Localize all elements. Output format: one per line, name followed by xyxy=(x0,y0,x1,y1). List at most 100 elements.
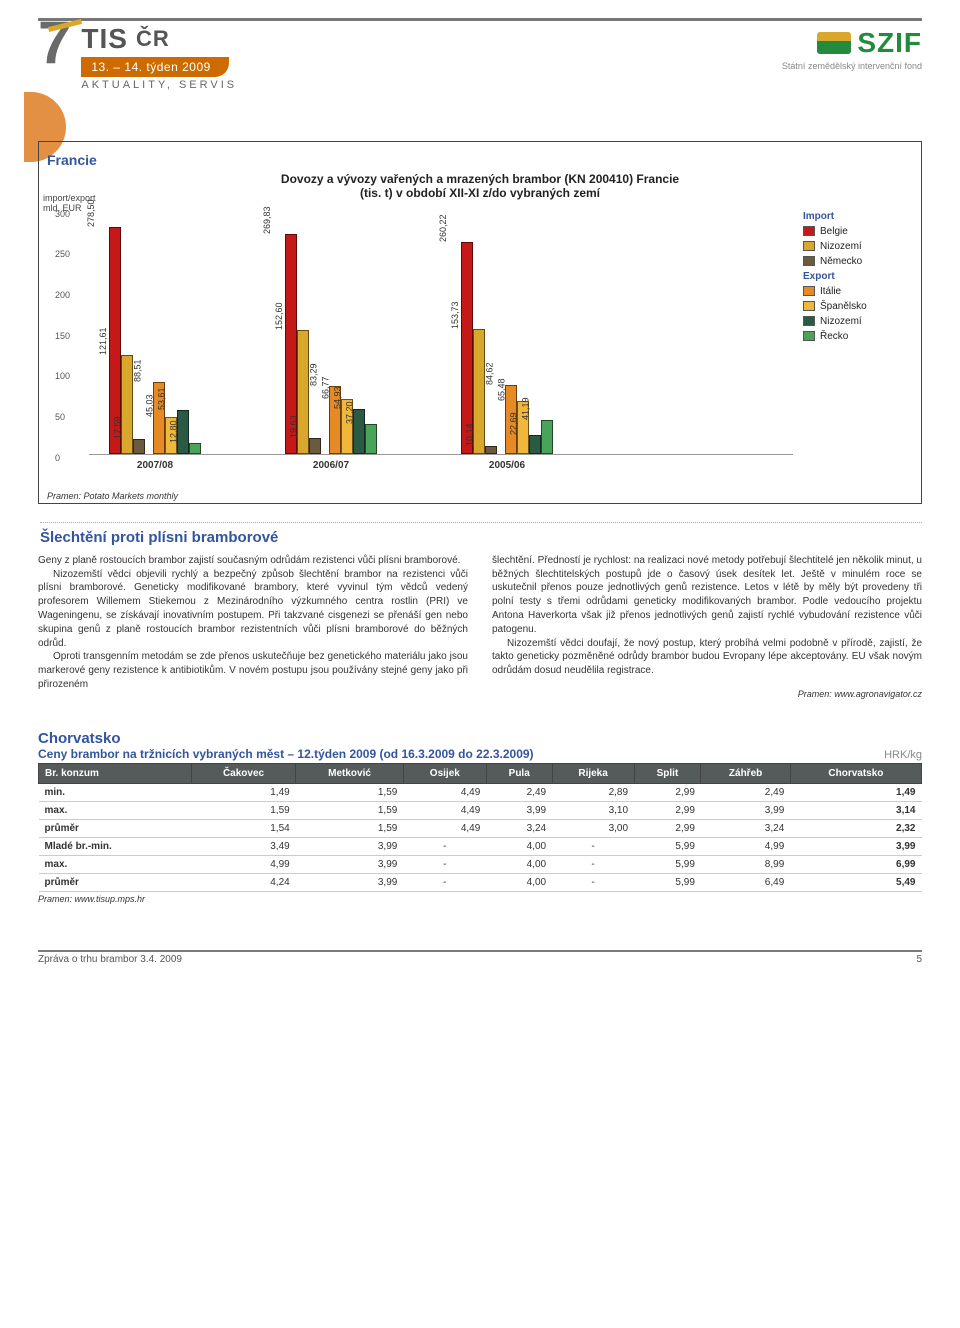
legend-label: Řecko xyxy=(820,331,848,342)
table-cell: 1,49 xyxy=(790,784,921,802)
article-source: Pramen: www.agronavigator.cz xyxy=(492,688,922,700)
table-column-header: Br. konzum xyxy=(39,764,192,784)
header-title-block: TIS ČR 13. – 14. týden 2009 AKTUALITY, S… xyxy=(81,23,237,91)
chart-bar-label: 22,69 xyxy=(509,413,519,436)
table-column-header: Split xyxy=(634,764,701,784)
table-cell: 4,00 xyxy=(486,874,552,892)
article-paragraph: Oproti transgenním metodám se zde přenos… xyxy=(38,650,468,691)
table-cell: 5,99 xyxy=(634,874,701,892)
chart-bar-label: 84,62 xyxy=(485,362,495,385)
chart-plot: import/export mld. EUR 05010015020025030… xyxy=(47,205,797,485)
header-tis-label: TIS xyxy=(81,23,128,55)
chart-source: Pramen: Potato Markets monthly xyxy=(47,491,913,501)
chart-plot-inner: 050100150200250300278,50121,6117,5988,51… xyxy=(89,211,793,455)
table-cell: 5,49 xyxy=(790,874,921,892)
chart-bar-label: 152,60 xyxy=(274,302,284,330)
legend-import-head: Import xyxy=(803,211,913,222)
legend-label: Nizozemí xyxy=(820,316,862,327)
footer-left: Zpráva o trhu brambor 3.4. 2009 xyxy=(38,954,182,965)
table-cell: 2,99 xyxy=(634,802,701,820)
chart-bar: 153,73 xyxy=(473,329,485,454)
table-unit: HRK/kg xyxy=(884,749,922,761)
table-cell: - xyxy=(403,838,486,856)
legend-swatch xyxy=(803,316,815,326)
table-row: průměr4,243,99-4,00-5,996,495,49 xyxy=(39,874,922,892)
footer-page-number: 5 xyxy=(916,954,922,965)
table-cell: 2,49 xyxy=(486,784,552,802)
header-week: 13. – 14. týden 2009 xyxy=(81,57,228,77)
legend-item: Španělsko xyxy=(803,301,913,312)
article-col-right: šlechtění. Předností je rychlost: na rea… xyxy=(492,554,922,701)
logo-7: 7 xyxy=(38,17,71,68)
table-cell: 3,00 xyxy=(552,820,634,838)
table-cell: 8,99 xyxy=(701,856,790,874)
chart-section-title: Francie xyxy=(47,152,913,168)
table-cell: 3,24 xyxy=(701,820,790,838)
chart-bar: 37,20 xyxy=(365,424,377,454)
table-cell: 5,99 xyxy=(634,856,701,874)
legend-label: Belgie xyxy=(820,226,848,237)
legend-item: Řecko xyxy=(803,331,913,342)
table-row: průměr1,541,594,493,243,002,993,242,32 xyxy=(39,820,922,838)
table-cell: - xyxy=(552,856,634,874)
table-block: Chorvatsko Ceny brambor na tržnicích vyb… xyxy=(38,730,922,904)
table-title: Ceny brambor na tržnicích vybraných měst… xyxy=(38,747,534,761)
chart-bar-label: 153,73 xyxy=(450,301,460,329)
chart-bar: 54,93 xyxy=(353,409,365,454)
article-columns: Geny z planě rostoucích brambor zajistí … xyxy=(38,554,922,701)
chart-bar-label: 19,63 xyxy=(289,415,299,438)
table-row-header: Mladé br.-min. xyxy=(39,838,192,856)
legend-swatch xyxy=(803,241,815,251)
chart-bar-label: 65,48 xyxy=(497,378,507,401)
chart-bar-label: 54,93 xyxy=(333,387,343,410)
article-title: Šlechtění proti plísni bramborové xyxy=(40,522,922,546)
legend-label: Španělsko xyxy=(820,301,867,312)
table-cell: 4,00 xyxy=(486,856,552,874)
table-source: Pramen: www.tisup.mps.hr xyxy=(38,894,922,904)
page-footer: Zpráva o trhu brambor 3.4. 2009 5 xyxy=(38,950,922,965)
chart-bar-label: 66,77 xyxy=(321,377,331,400)
table-cell: 3,99 xyxy=(790,838,921,856)
chart-bar-label: 88,51 xyxy=(133,359,143,382)
chart-ytick: 300 xyxy=(55,209,70,219)
table-column-header: Záhřeb xyxy=(701,764,790,784)
chart-bar-label: 10,14 xyxy=(465,423,475,446)
chart-bar: 152,60 xyxy=(297,330,309,454)
table-cell: 2,49 xyxy=(701,784,790,802)
table-cell: 2,99 xyxy=(634,784,701,802)
chart-bar-label: 83,29 xyxy=(309,364,319,387)
table-row-header: průměr xyxy=(39,874,192,892)
chart-bar-label: 260,22 xyxy=(438,215,448,243)
chart-bar-group: 260,22153,7310,1484,6265,4822,6941,19200… xyxy=(461,242,553,454)
chart-title: Dovozy a vývozy vařených a mrazených bra… xyxy=(47,172,913,201)
chart-legend: Import BelgieNizozemíNěmecko Export Itál… xyxy=(803,205,913,485)
table-cell: 3,49 xyxy=(191,838,295,856)
table-cell: 3,24 xyxy=(486,820,552,838)
table-cell: 2,99 xyxy=(634,820,701,838)
table-cell: 2,32 xyxy=(790,820,921,838)
chart-title-line2: (tis. t) v období XII-XI z/do vybraných … xyxy=(47,186,913,200)
chart-ytick: 200 xyxy=(55,290,70,300)
chart-bar-label: 41,19 xyxy=(521,398,531,421)
legend-label: Nizozemí xyxy=(820,241,862,252)
table-cell: 3,10 xyxy=(552,802,634,820)
legend-label: Itálie xyxy=(820,286,841,297)
szif-icon xyxy=(817,32,851,54)
article-paragraph: Geny z planě rostoucích brambor zajistí … xyxy=(38,554,468,568)
chart-container: Francie Dovozy a vývozy vařených a mraze… xyxy=(38,141,922,504)
chart-xaxis-label: 2005/06 xyxy=(461,460,553,471)
page-header: 7 TIS ČR 13. – 14. týden 2009 AKTUALITY,… xyxy=(38,18,922,91)
table-row: Mladé br.-min.3,493,99-4,00-5,994,993,99 xyxy=(39,838,922,856)
chart-bar: 12,80 xyxy=(189,443,201,453)
table-column-header: Rijeka xyxy=(552,764,634,784)
table-cell: 6,99 xyxy=(790,856,921,874)
table-column-header: Chorvatsko xyxy=(790,764,921,784)
chart-bar-label: 45,03 xyxy=(145,395,155,418)
chart-bar: 10,14 xyxy=(485,446,497,454)
table-row-header: max. xyxy=(39,802,192,820)
szif-logo: SZIF xyxy=(817,27,922,59)
chart-bar: 22,69 xyxy=(529,435,541,453)
chart-ytick: 250 xyxy=(55,249,70,259)
table-column-header: Osijek xyxy=(403,764,486,784)
table-cell: 5,99 xyxy=(634,838,701,856)
